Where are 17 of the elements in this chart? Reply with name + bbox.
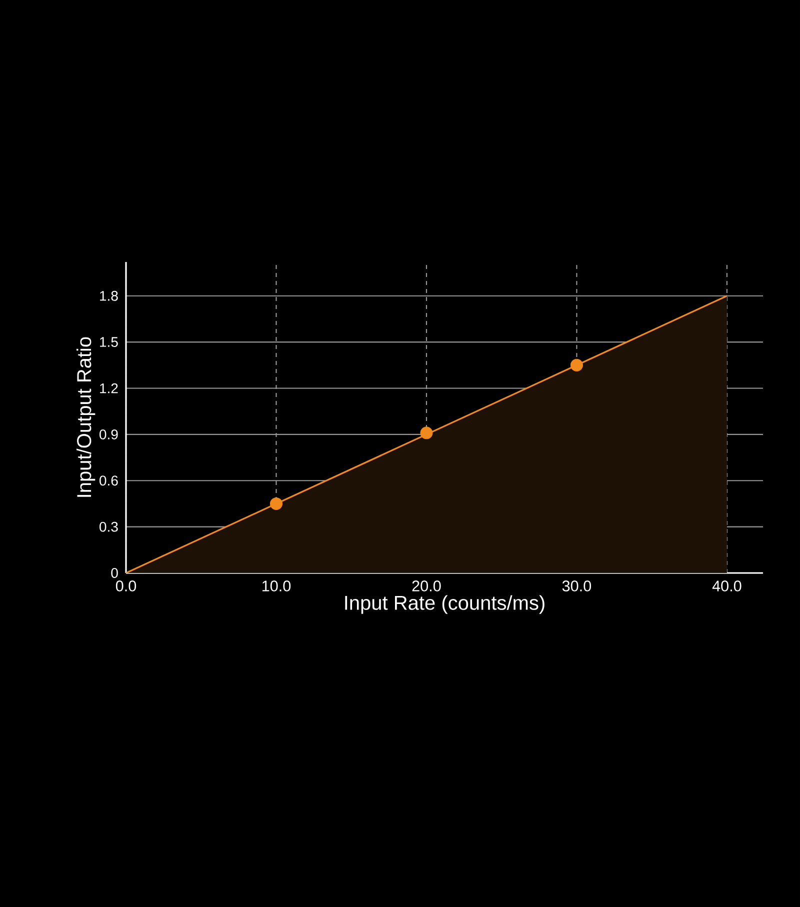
y-tick-label: 1.5 bbox=[100, 337, 118, 347]
y-tick-label: 1.2 bbox=[100, 383, 118, 394]
y-tick-label: 0 bbox=[111, 568, 118, 578]
point bbox=[270, 497, 283, 510]
x-tick-label: 40.0 bbox=[712, 580, 742, 592]
point bbox=[570, 358, 583, 372]
y-tick-label: 0.6 bbox=[100, 476, 118, 486]
point bbox=[420, 426, 433, 440]
y-tick-label: 1.8 bbox=[100, 290, 118, 301]
y-axis-title: Input/Output Ratio bbox=[76, 337, 96, 497]
y-tick-label: 0.3 bbox=[100, 522, 118, 532]
x-axis-title: Input Rate (counts/ms) bbox=[345, 595, 544, 614]
x-tick-label: 30.0 bbox=[562, 580, 592, 592]
x-tick-label: 10.0 bbox=[262, 580, 291, 592]
x-tick-label: 20.0 bbox=[412, 580, 441, 592]
y-tick-label: 0.9 bbox=[100, 429, 118, 440]
x-tick-label: 0.0 bbox=[116, 580, 136, 592]
